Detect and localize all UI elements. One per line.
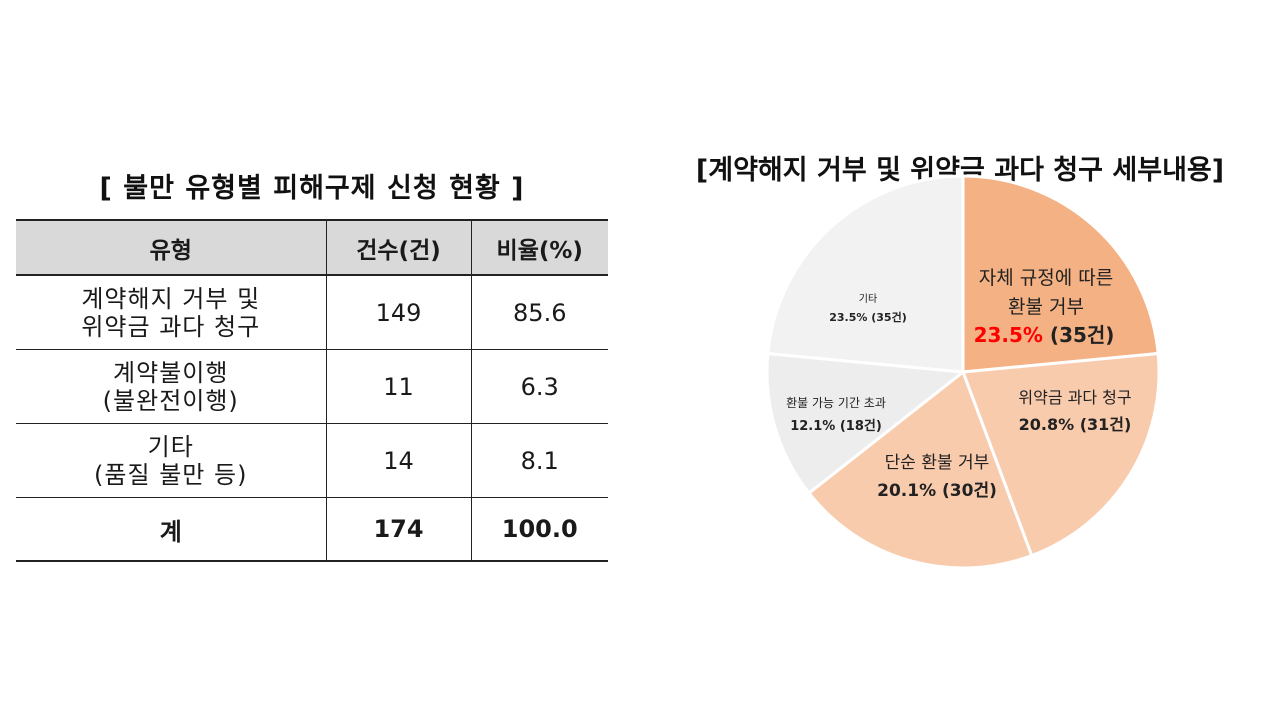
header-count: 건수(건) (326, 220, 472, 276)
slice-name: 기타 (859, 293, 877, 305)
header-type: 유형 (16, 220, 327, 276)
slice-count: (35건) (1050, 323, 1115, 347)
type-cell: 기타 (품질 불만 등) (16, 423, 327, 498)
count-cell: 14 (326, 423, 472, 498)
slice-value: 20.8% (31건) (1019, 415, 1132, 434)
slice-value: 23.5% (35건) (829, 310, 906, 324)
slice-value: 20.1% (30건) (877, 481, 997, 501)
table-row: 계약불이행 (불완전이행) 11 6.3 (16, 349, 608, 424)
type-line: 계약해지 거부 및 (81, 284, 261, 313)
type-line: 위약금 과다 청구 (81, 312, 261, 341)
table-header-row: 유형 건수(건) 비율(%) (16, 220, 608, 276)
slice-name: 자체 규정에 따른 (979, 267, 1113, 289)
type-cell: 계약불이행 (불완전이행) (16, 349, 327, 424)
slice-name: 환불 거부 (1008, 296, 1084, 318)
table-total-row: 계 174 100.0 (16, 497, 608, 562)
slice-name: 환불 가능 기간 초과 (786, 396, 886, 410)
table-row: 계약해지 거부 및 위약금 과다 청구 149 85.6 (16, 275, 608, 350)
slice-label: 기타 23.5% (35건) (829, 293, 906, 324)
pie-slice (766, 174, 965, 374)
ratio-cell: 6.3 (471, 349, 608, 424)
total-ratio: 100.0 (471, 497, 608, 562)
type-line: 계약불이행 (113, 358, 229, 387)
pie-slice (960, 351, 1161, 558)
type-line: (불완전이행) (102, 386, 239, 415)
complaint-type-table: 유형 건수(건) 비율(%) 계약해지 거부 및 위약금 과다 청구 149 8… (16, 219, 608, 562)
pie-slice (765, 351, 967, 496)
count-cell: 149 (326, 275, 472, 350)
count-cell: 11 (326, 349, 472, 424)
slice-label: 단순 환불 거부 20.1% (30건) (877, 453, 997, 501)
table-row: 기타 (품질 불만 등) 14 8.1 (16, 423, 608, 498)
pie-slice (806, 369, 1034, 570)
slice-label: 환불 가능 기간 초과 12.1% (18건) (786, 396, 886, 434)
ratio-cell: 8.1 (471, 423, 608, 498)
ratio-cell: 85.6 (471, 275, 608, 350)
type-line: (품질 불만 등) (94, 460, 248, 489)
total-count: 174 (326, 497, 472, 562)
type-cell: 계약해지 거부 및 위약금 과다 청구 (16, 275, 327, 350)
header-ratio: 비율(%) (471, 220, 608, 276)
total-label: 계 (16, 497, 327, 562)
slice-name: 위약금 과다 청구 (1018, 388, 1131, 407)
slice-percent: 23.5% (974, 323, 1050, 347)
pie-slice (961, 174, 1160, 374)
type-line: 기타 (147, 432, 194, 461)
slice-value: 12.1% (18건) (790, 418, 882, 434)
slice-label: 위약금 과다 청구 20.8% (31건) (1018, 388, 1131, 434)
table-title: [ 불만 유형별 피해구제 신청 현황 ] (99, 173, 525, 204)
slice-name: 단순 환불 거부 (885, 453, 990, 473)
